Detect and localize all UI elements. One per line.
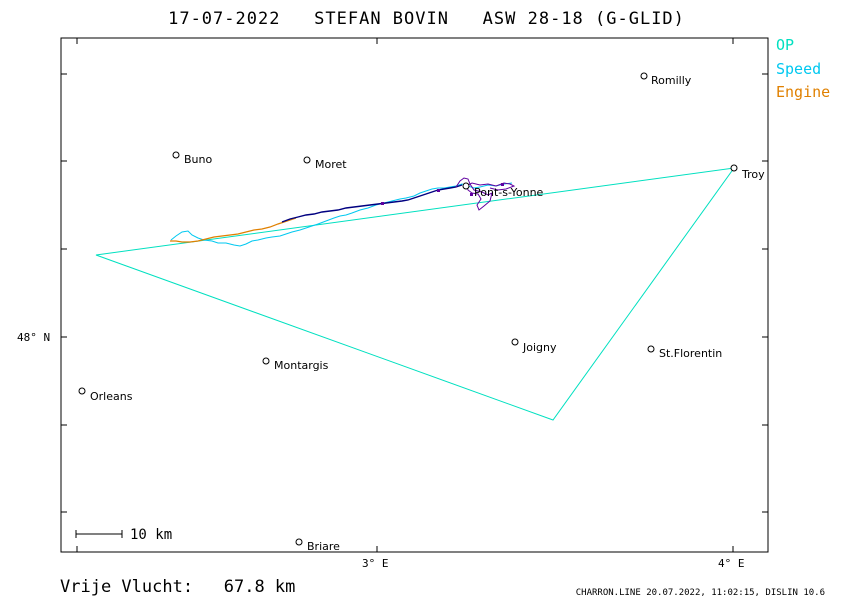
town-marker-icon — [647, 345, 655, 353]
town-montargis: Montargis — [262, 357, 329, 372]
town-marker-icon — [172, 151, 180, 159]
y-tick-label-48n: 48° N — [17, 331, 50, 344]
x-tick-label-4e: 4° E — [718, 557, 745, 570]
svg-text:Briare: Briare — [307, 540, 340, 553]
map-title: 17-07-2022 STEFAN BOVIN ASW 28-18 (G-GLI… — [168, 9, 685, 29]
town-marker-icon — [730, 164, 738, 172]
legend-item-engine: Engine — [776, 83, 831, 101]
free-flight-distance: Vrije Vlucht: 67.8 km — [60, 577, 296, 597]
svg-text:Buno: Buno — [184, 153, 212, 166]
town-joigny: Joigny — [511, 338, 557, 354]
track-marks — [381, 183, 504, 205]
scale-bar-label: 10 km — [130, 527, 172, 543]
speed-track — [170, 182, 513, 247]
town-buno: Buno — [172, 151, 212, 166]
town-romilly: Romilly — [640, 72, 692, 87]
town-marker-icon — [295, 538, 303, 546]
svg-text:Troy: Troy — [741, 168, 765, 181]
legend-item-op: OP — [776, 36, 795, 54]
town-marker-icon — [262, 357, 270, 365]
town-marker-icon — [640, 72, 648, 80]
town-briare: Briare — [295, 538, 340, 553]
svg-text:Moret: Moret — [315, 158, 347, 171]
town-pont-s-yonne: Pont-s-Yonne — [462, 182, 544, 199]
town-marker-icon — [511, 338, 519, 346]
town-moret: Moret — [303, 156, 347, 171]
flight-track — [281, 184, 463, 223]
legend-item-speed: Speed — [776, 59, 822, 78]
x-ticks-top — [76, 38, 734, 44]
task-triangle — [95, 167, 736, 421]
svg-text:St.Florentin: St.Florentin — [659, 347, 722, 360]
town-marker-icon — [462, 182, 470, 190]
credits-line: CHARRON.LINE 20.07.2022, 11:02:15, DISLI… — [575, 588, 825, 598]
x-tick-label-3e: 3° E — [362, 557, 389, 570]
town-marker-icon — [303, 156, 311, 164]
x-ticks-bottom — [76, 546, 734, 552]
legend: OP Speed Engine — [776, 34, 830, 105]
engine-track — [170, 217, 297, 243]
svg-text:Montargis: Montargis — [274, 359, 329, 372]
town-st-florentin: St.Florentin — [647, 345, 722, 360]
y-ticks-left — [61, 73, 67, 513]
y-ticks-right — [762, 73, 768, 513]
town-orleans: Orleans — [78, 387, 133, 403]
svg-text:Orleans: Orleans — [90, 390, 133, 403]
svg-text:Pont-s-Yonne: Pont-s-Yonne — [474, 186, 544, 199]
scale-bar: 10 km — [75, 527, 172, 543]
svg-text:Joigny: Joigny — [522, 341, 557, 354]
town-troy: Troy — [730, 164, 765, 181]
town-marker-icon — [78, 387, 86, 395]
svg-text:Romilly: Romilly — [651, 74, 692, 87]
map-frame — [60, 37, 769, 553]
